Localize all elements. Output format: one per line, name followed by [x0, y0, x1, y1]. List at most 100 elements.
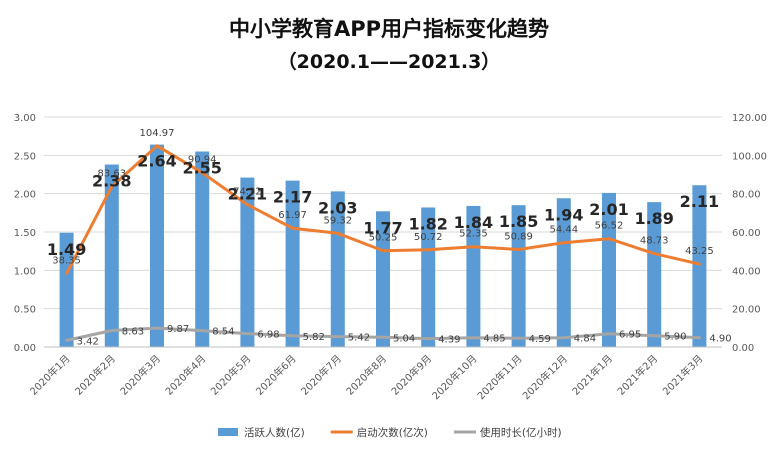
category-label: 2020年2月	[72, 352, 118, 398]
category-label: 2020年6月	[253, 352, 299, 398]
bar-value-label: 1.84	[454, 213, 493, 232]
category-label: 2021年2月	[614, 352, 660, 398]
legend-label: 活跃人数(亿)	[244, 426, 305, 439]
legend-label: 启动次数(亿次)	[357, 426, 428, 439]
right-tick-label: 120.00	[732, 113, 767, 124]
bar	[240, 177, 255, 347]
right-tick-label: 60.00	[732, 228, 761, 239]
category-label: 2020年10月	[429, 352, 479, 402]
usage-duration-label: 4.84	[574, 334, 596, 345]
legend-item: 使用时长(亿小时)	[453, 426, 562, 439]
category-label: 2021年3月	[660, 352, 706, 398]
bar-value-label: 2.64	[137, 152, 176, 171]
bar-value-label: 2.38	[92, 172, 131, 191]
right-tick-label: 100.00	[732, 151, 767, 162]
bar-value-label: 2.01	[589, 200, 628, 219]
launch-count-label: 52.35	[459, 229, 488, 240]
usage-duration-label: 4.85	[483, 334, 505, 345]
right-tick-label: 0.00	[732, 343, 754, 354]
bar-value-label: 1.89	[634, 209, 673, 228]
bar	[195, 151, 210, 347]
bar	[601, 192, 617, 347]
launch-count-label: 50.25	[369, 233, 398, 244]
bar-value-label: 2.11	[680, 192, 719, 211]
bar	[285, 180, 300, 347]
category-label: 2020年8月	[343, 352, 389, 398]
bar	[149, 144, 165, 347]
usage-duration-label: 4.90	[709, 334, 731, 345]
bar	[104, 164, 119, 347]
left-tick-label: 2.50	[14, 151, 36, 162]
category-label: 2020年4月	[162, 352, 208, 398]
launch-count-label: 43.25	[685, 246, 714, 257]
usage-duration-label: 4.59	[529, 334, 551, 345]
bar	[330, 191, 345, 347]
right-axis: 0.00 20.00 40.00 60.00 80.00 100.00 120.00	[732, 113, 767, 354]
launch-count-label: 50.72	[414, 232, 443, 243]
line-series-path	[65, 326, 701, 342]
legend-item: 启动次数(亿次)	[330, 426, 428, 439]
bar	[511, 205, 526, 347]
usage-duration-label: 8.54	[212, 327, 234, 338]
launch-count-label: 61.97	[278, 210, 307, 221]
usage-duration-label: 5.90	[664, 332, 686, 343]
category-label: 2020年1月	[27, 352, 73, 398]
left-tick-label: 2.00	[14, 190, 36, 201]
category-label: 2020年9月	[388, 352, 434, 398]
category-label: 2021年1月	[569, 352, 615, 398]
usage-duration-label: 9.87	[167, 324, 189, 335]
x-axis: 2020年1月 2020年2月 2020年3月 2020年4月 2020年5月 2020年…	[27, 346, 722, 402]
launch-count-label: 74.32	[233, 187, 262, 198]
bar-value-label: 2.03	[318, 198, 357, 217]
bar	[375, 211, 391, 347]
legend: 活跃人数(亿) 启动次数(亿次) 使用时长(亿小时)	[218, 426, 562, 439]
bar	[556, 198, 571, 347]
category-label: 2020年7月	[298, 352, 344, 398]
category-label: 2020年12月	[520, 352, 570, 402]
bar	[421, 207, 436, 347]
launch-count-label: 48.73	[640, 236, 669, 247]
bar-value-label: 1.85	[499, 212, 538, 231]
bar	[59, 232, 74, 347]
usage-duration-label: 3.42	[77, 336, 99, 347]
usage-duration-label: 6.95	[619, 330, 641, 341]
launch-count-label: 59.32	[323, 215, 352, 226]
launch-count-label: 50.89	[504, 231, 533, 242]
bar-series-active-users	[59, 144, 707, 347]
launch-count-label: 83.63	[97, 169, 126, 180]
left-tick-label: 0.00	[14, 343, 36, 354]
left-tick-label: 0.50	[14, 305, 36, 316]
right-tick-label: 20.00	[732, 305, 761, 316]
bar-value-label: 1.94	[544, 205, 583, 224]
bar-value-label: 1.49	[47, 240, 86, 259]
usage-duration-label: 5.82	[303, 332, 325, 343]
bar	[692, 185, 707, 347]
left-tick-label: 1.50	[14, 228, 36, 239]
usage-duration-label: 5.04	[393, 333, 415, 344]
chart-subtitle: （2020.1——2021.3）	[278, 50, 501, 73]
line-series	[65, 144, 701, 342]
usage-duration-label: 8.63	[122, 326, 144, 337]
bar-value-label: 1.82	[408, 214, 447, 233]
category-label: 2020年11月	[474, 352, 524, 402]
data-labels: 1.49 2.38 2.64 2.55 2.21 2.17 2.03 1.77 1.82 1.84…	[47, 128, 732, 348]
usage-duration-label: 5.42	[348, 333, 370, 344]
usage-duration-label: 4.39	[438, 335, 460, 346]
right-tick-label: 40.00	[732, 266, 761, 277]
category-label: 2020年3月	[117, 352, 163, 398]
left-tick-label: 1.00	[14, 266, 36, 277]
usage-duration-label: 6.98	[257, 330, 279, 341]
bar	[466, 205, 481, 347]
launch-count-label: 56.52	[595, 221, 624, 232]
launch-count-label: 90.94	[188, 155, 217, 166]
launch-count-label: 54.44	[549, 225, 578, 236]
bar	[647, 202, 662, 347]
legend-item: 活跃人数(亿)	[218, 426, 305, 439]
bar-value-label: 2.21	[228, 185, 267, 204]
bar-value-label: 1.77	[363, 218, 402, 237]
legend-swatch	[218, 428, 238, 436]
line-series-path	[65, 144, 701, 275]
left-tick-label: 3.00	[14, 113, 36, 124]
